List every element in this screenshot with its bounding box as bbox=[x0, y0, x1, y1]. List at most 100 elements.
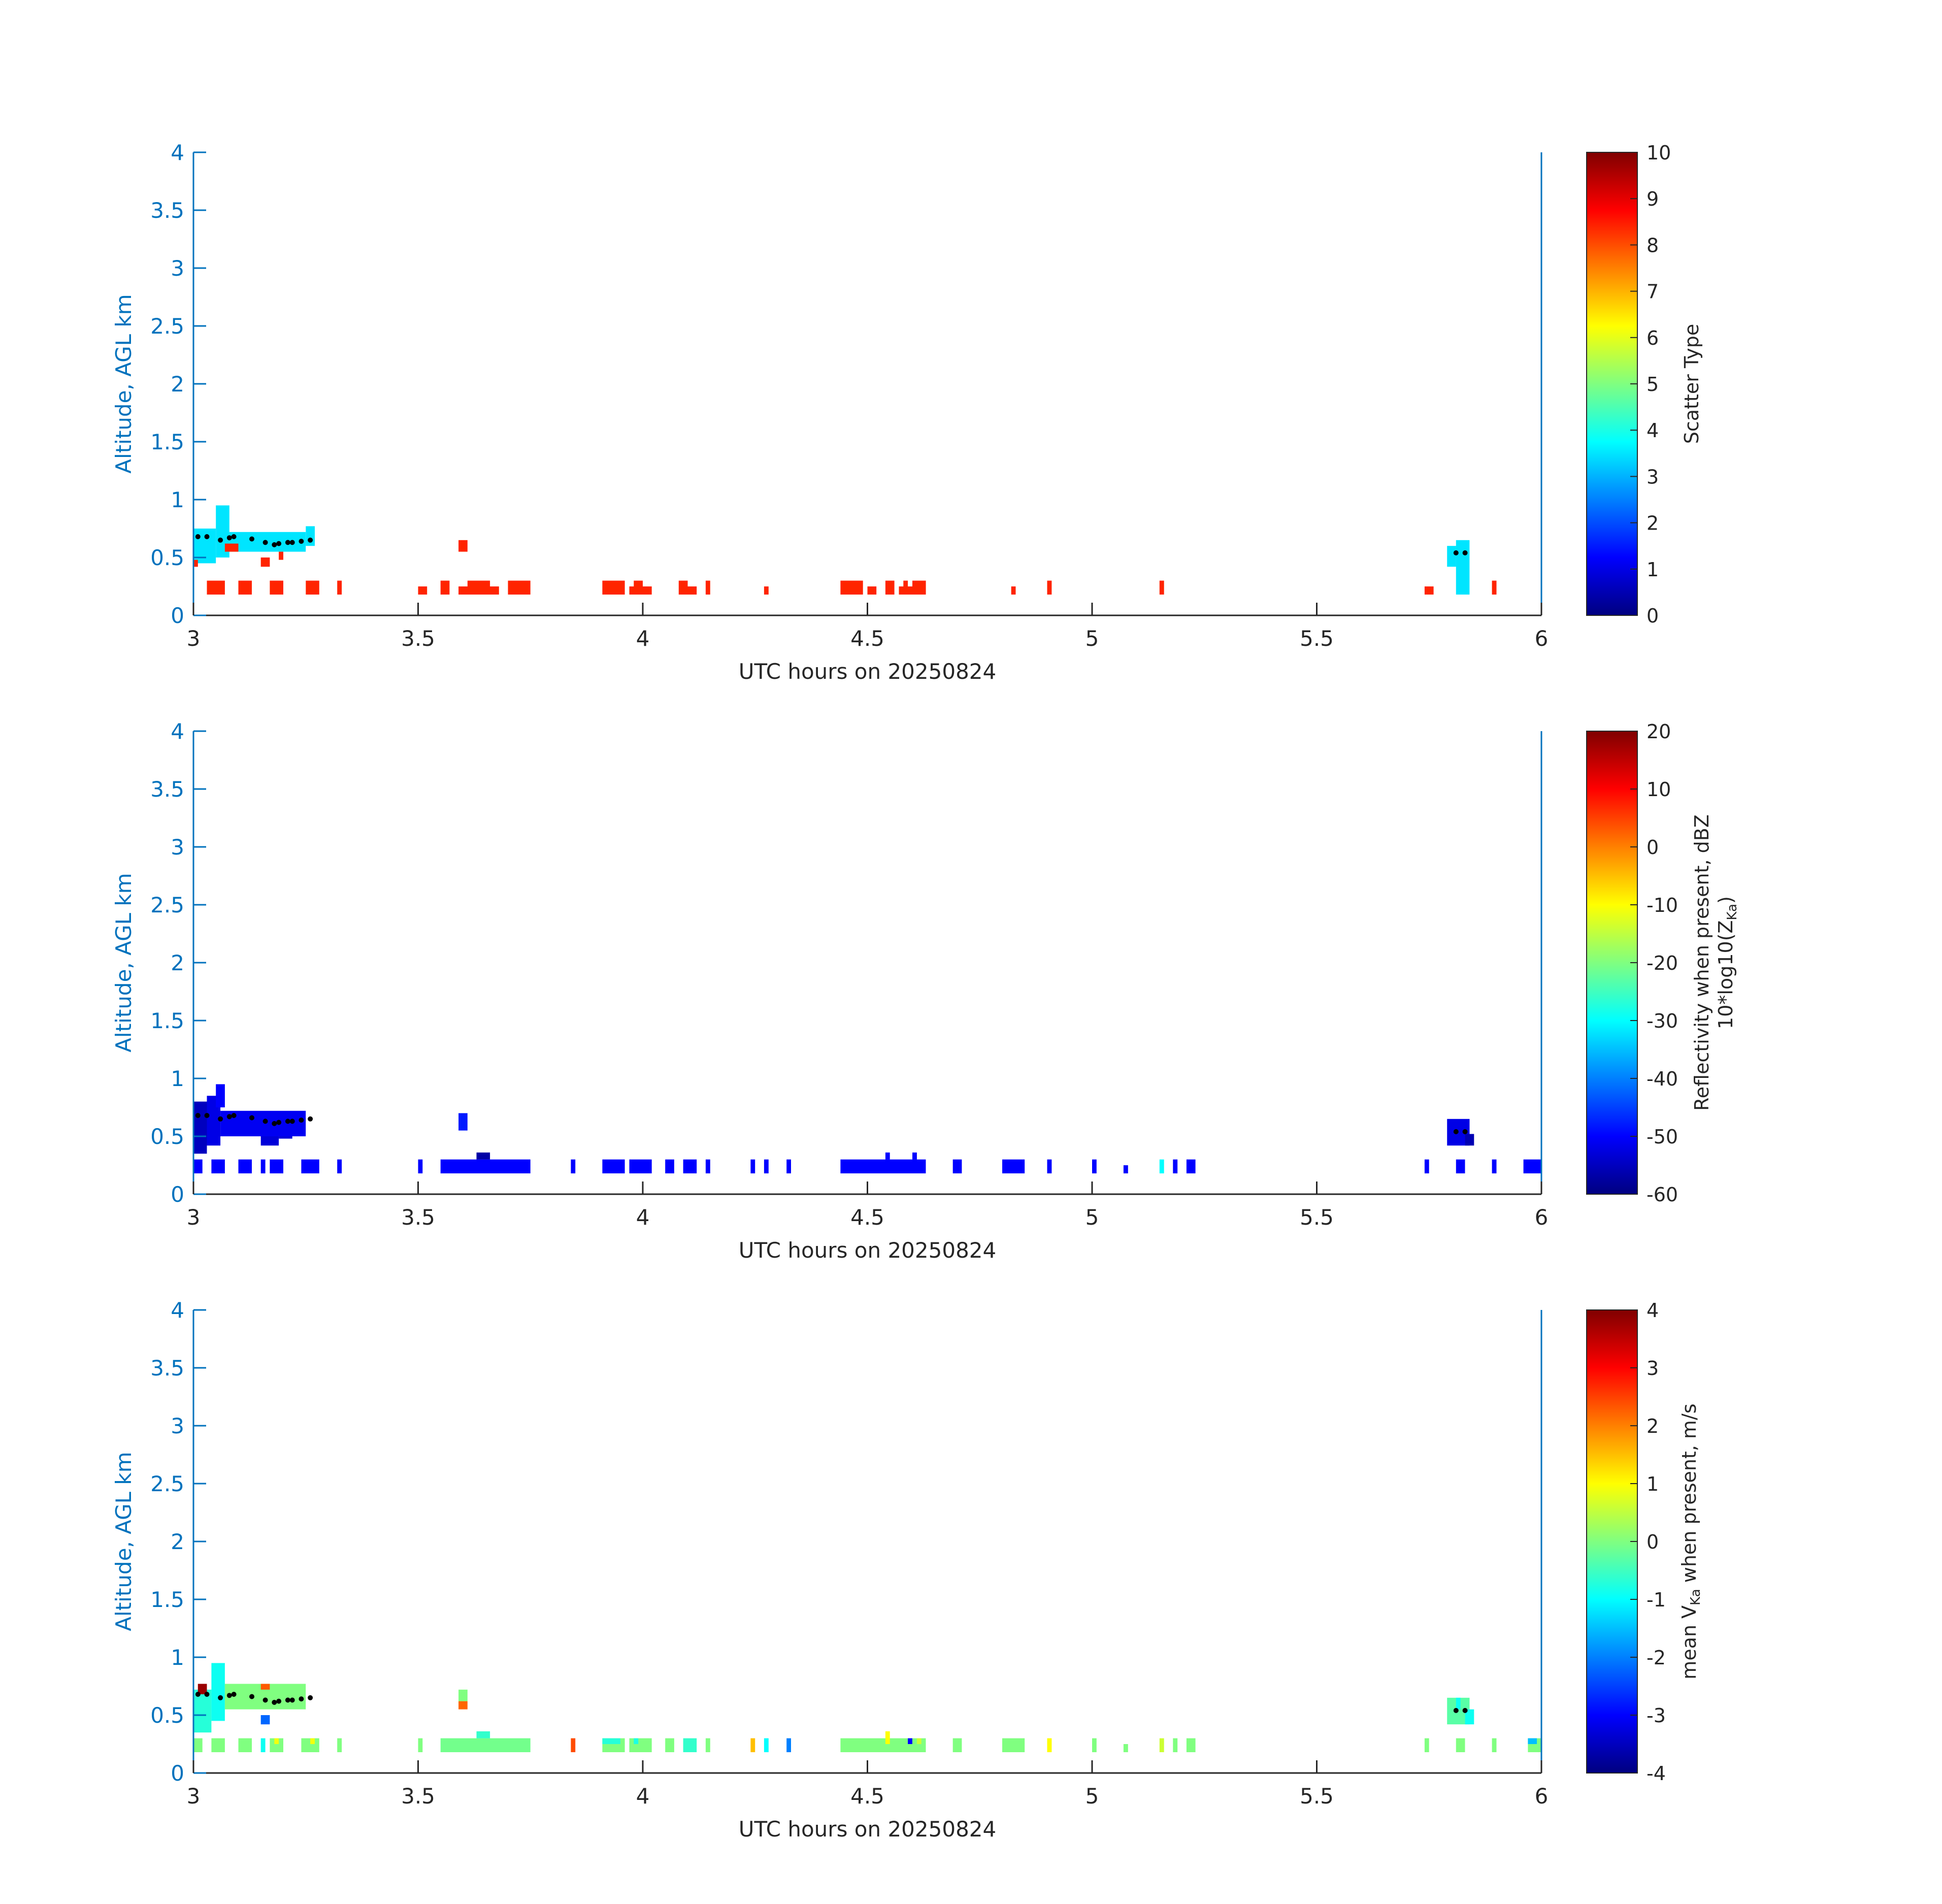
data-dot bbox=[262, 1119, 268, 1124]
data-dot bbox=[272, 1699, 277, 1705]
y-tick-label: 4 bbox=[171, 719, 184, 744]
data-cell bbox=[1047, 1159, 1052, 1173]
data-cell bbox=[1047, 1738, 1052, 1752]
x-tick-label: 6 bbox=[1535, 1784, 1549, 1809]
x-axis-label: UTC hours on 20250824 bbox=[739, 1817, 997, 1842]
colorbar bbox=[1586, 1309, 1638, 1774]
data-cell bbox=[1456, 1738, 1465, 1752]
data-cell bbox=[705, 1159, 710, 1173]
colorbar-tick-label: 7 bbox=[1647, 281, 1659, 303]
data-cell bbox=[1523, 1159, 1541, 1173]
colorbar-tick-label: 3 bbox=[1647, 1357, 1659, 1380]
data-cell bbox=[476, 1152, 490, 1160]
data-cell bbox=[1011, 586, 1016, 595]
y-tick-label: 2 bbox=[171, 950, 184, 975]
data-dot bbox=[276, 1698, 282, 1704]
y-tick-label: 1.5 bbox=[150, 430, 184, 454]
data-dot bbox=[1453, 550, 1459, 555]
x-tick-label: 4.5 bbox=[850, 1784, 884, 1809]
x-tick-label: 5 bbox=[1085, 1205, 1099, 1230]
colorbar-tick-label: 20 bbox=[1647, 720, 1671, 743]
colorbar-tick-label: 5 bbox=[1647, 373, 1659, 396]
data-cell bbox=[207, 580, 225, 595]
data-dot bbox=[231, 1113, 237, 1118]
data-cell bbox=[467, 580, 490, 586]
data-dot bbox=[308, 1116, 313, 1122]
data-cell bbox=[260, 1738, 266, 1752]
colorbar-tick-label: 0 bbox=[1647, 836, 1659, 859]
data-dot bbox=[285, 540, 290, 545]
data-cell bbox=[337, 1159, 342, 1173]
data-cell bbox=[1002, 1738, 1025, 1752]
data-cell bbox=[1173, 1159, 1178, 1173]
x-tick-label: 6 bbox=[1535, 1205, 1549, 1230]
data-cell bbox=[786, 1159, 791, 1173]
x-tick-label: 3 bbox=[187, 1205, 201, 1230]
y-tick-label: 3.5 bbox=[150, 777, 184, 802]
data-cell bbox=[1456, 1697, 1461, 1710]
data-cell bbox=[476, 1731, 490, 1738]
data-dot bbox=[299, 539, 304, 544]
y-tick-label: 1.5 bbox=[150, 1008, 184, 1033]
data-cell bbox=[238, 1738, 252, 1752]
data-dot bbox=[226, 1114, 232, 1120]
y-tick-label: 3 bbox=[171, 835, 184, 860]
data-cell bbox=[840, 1738, 926, 1752]
y-tick-label: 1 bbox=[171, 487, 184, 512]
data-cell bbox=[310, 1738, 315, 1744]
y-tick-label: 0.5 bbox=[150, 1703, 184, 1728]
colorbar-tick-label: -40 bbox=[1647, 1068, 1678, 1090]
data-cell bbox=[1159, 1738, 1164, 1752]
data-cell bbox=[458, 1689, 468, 1701]
data-cell bbox=[260, 1136, 279, 1146]
colorbar bbox=[1586, 152, 1638, 616]
colorbar-tick-label: 8 bbox=[1647, 234, 1659, 256]
data-cell bbox=[274, 1738, 279, 1744]
colorbar-tick-label: 10 bbox=[1647, 142, 1671, 164]
data-cell bbox=[193, 1101, 207, 1154]
data-dot bbox=[1462, 1129, 1468, 1134]
colorbar-label: Reflectivity when present, dBZ bbox=[1691, 814, 1713, 1111]
data-cell bbox=[750, 1738, 755, 1752]
data-cell bbox=[458, 1113, 468, 1131]
x-tick-label: 5.5 bbox=[1300, 626, 1334, 651]
data-cell bbox=[912, 580, 926, 586]
y-axis-label: Altitude, AGL km bbox=[111, 294, 136, 473]
data-cell bbox=[260, 1159, 266, 1173]
data-cell bbox=[912, 1152, 917, 1160]
colorbar-tick-label: -4 bbox=[1647, 1762, 1666, 1785]
data-cell bbox=[629, 1738, 652, 1752]
data-cell bbox=[1447, 546, 1456, 567]
data-cell bbox=[885, 1152, 890, 1160]
colorbar bbox=[1586, 731, 1638, 1195]
x-tick-label: 3.5 bbox=[401, 1784, 435, 1809]
y-tick-label: 3.5 bbox=[150, 198, 184, 223]
y-tick-label: 0.5 bbox=[150, 1124, 184, 1149]
data-cell bbox=[1092, 1738, 1097, 1752]
data-cell bbox=[1456, 540, 1470, 595]
data-cell bbox=[440, 1738, 531, 1752]
data-cell bbox=[458, 586, 499, 595]
data-dot bbox=[272, 1121, 277, 1126]
data-cell bbox=[1424, 586, 1434, 595]
data-cell bbox=[764, 586, 769, 595]
panel-3: 0 0.5 1 1.5 2 2.5 3 3.5 4 3 3.5 4 4.5 5 5.5 6 UTC hours … bbox=[111, 1298, 1703, 1842]
data-dot bbox=[1453, 1708, 1459, 1713]
data-dot bbox=[262, 1697, 268, 1703]
data-dot bbox=[308, 1695, 313, 1700]
y-tick-label: 3.5 bbox=[150, 1356, 184, 1381]
colorbar-tick-label: 9 bbox=[1647, 188, 1659, 210]
data-dot bbox=[204, 1692, 210, 1697]
data-cell bbox=[418, 586, 427, 595]
data-cell bbox=[1492, 580, 1497, 595]
data-dot bbox=[1453, 1129, 1459, 1134]
data-cell bbox=[1173, 1738, 1178, 1752]
colorbar-tick-label: 6 bbox=[1647, 327, 1659, 349]
data-cell bbox=[337, 580, 342, 595]
y-tick-label: 0 bbox=[171, 1761, 184, 1786]
data-dot bbox=[289, 1697, 295, 1703]
data-dot bbox=[1462, 550, 1468, 555]
data-cell bbox=[1456, 1159, 1465, 1173]
data-cell bbox=[764, 1159, 769, 1173]
